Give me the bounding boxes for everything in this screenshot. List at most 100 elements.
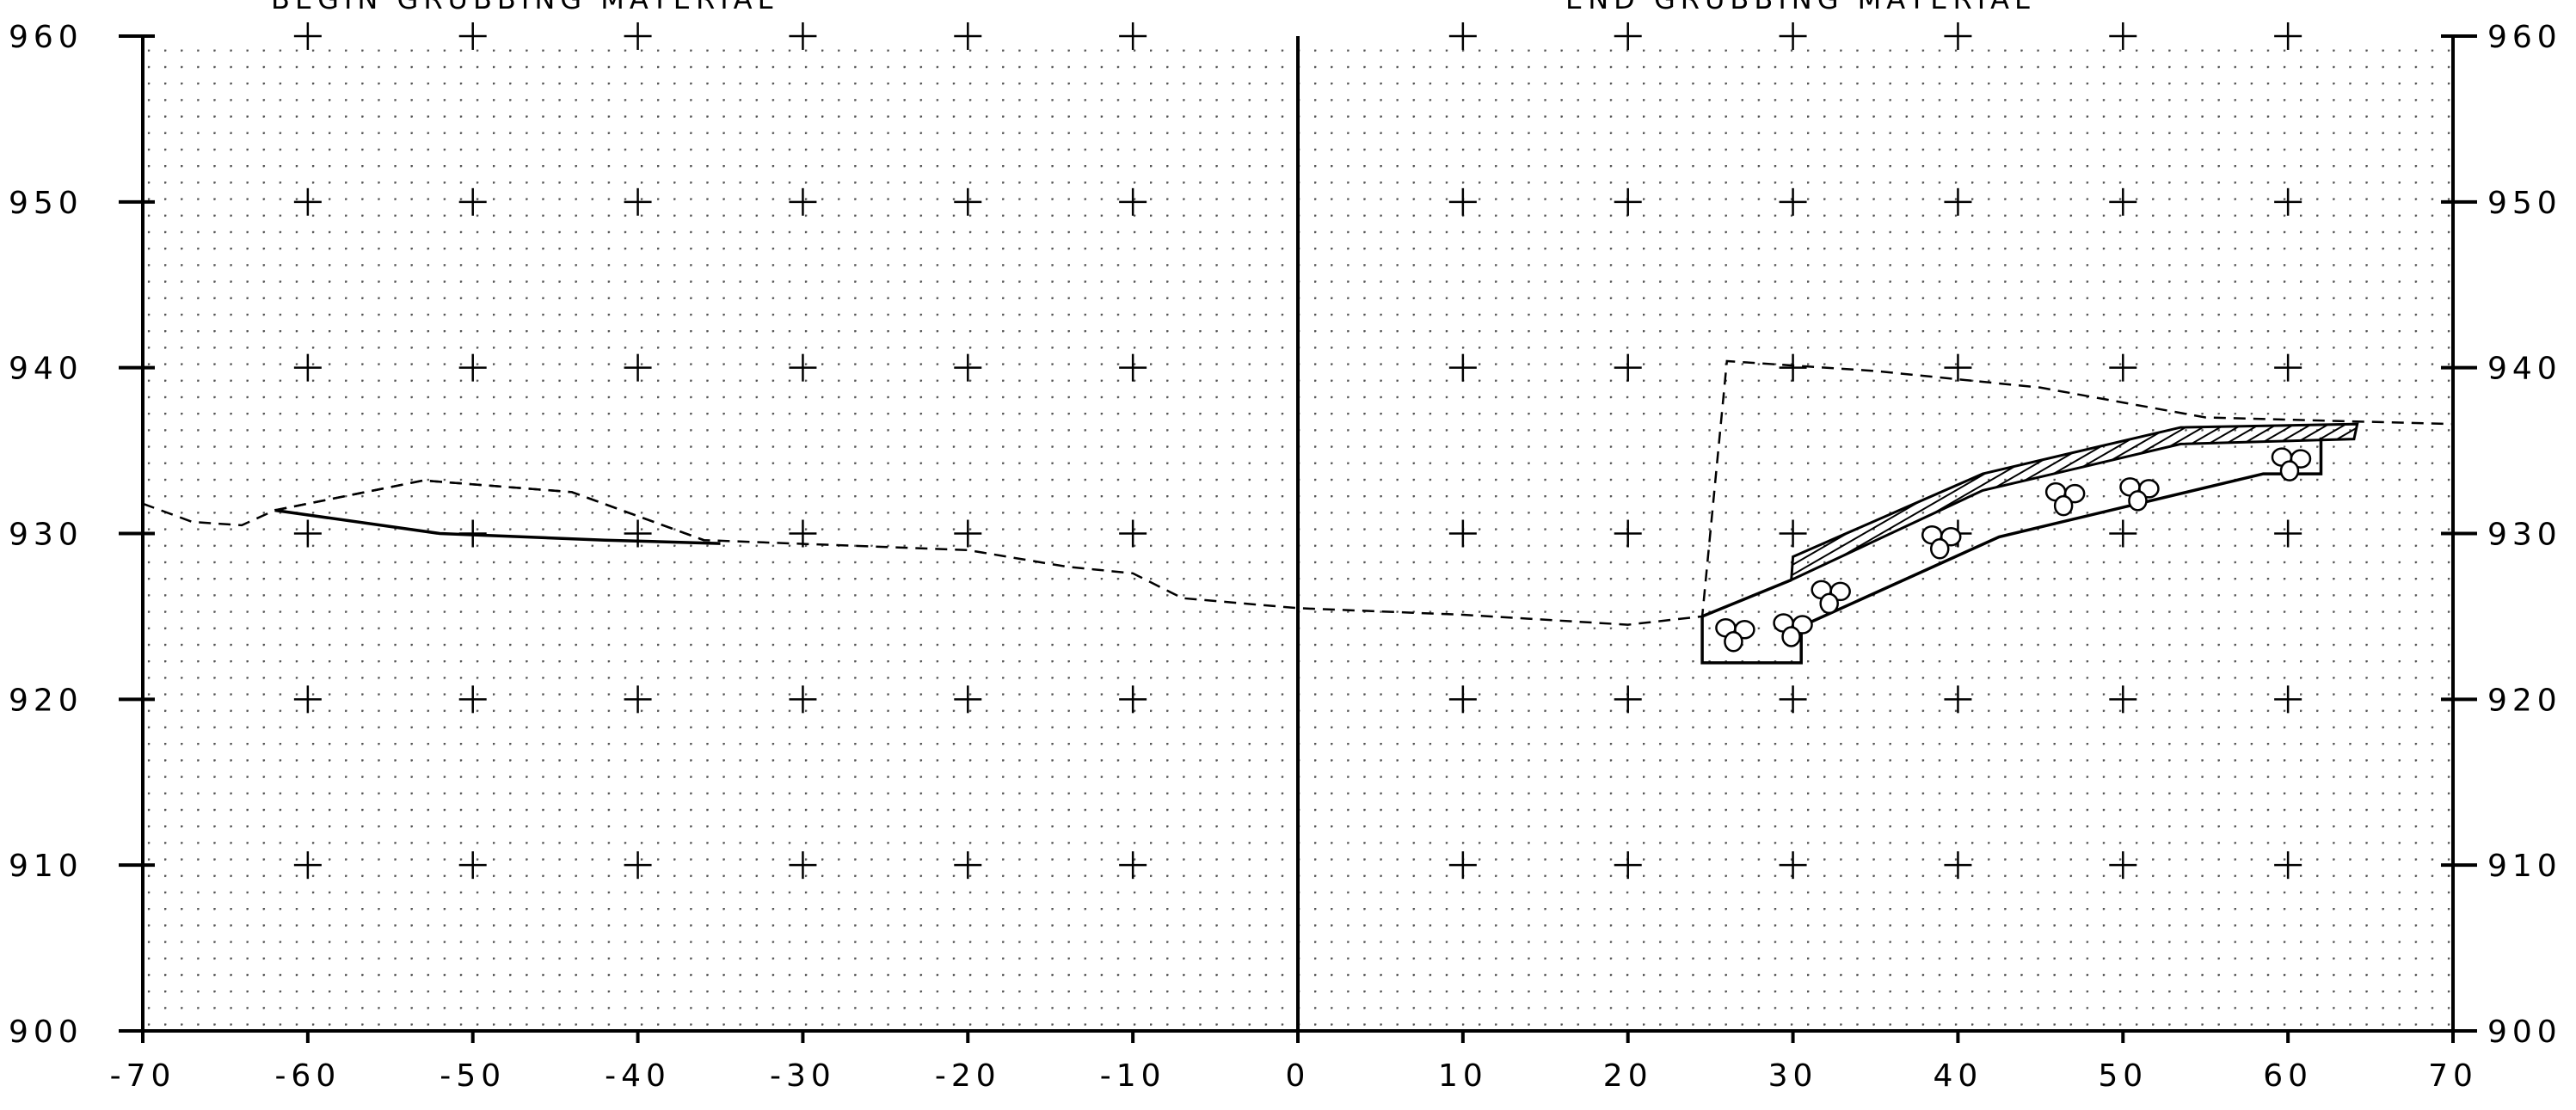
grid-cross [2274,519,2302,548]
riprap-stone-group [2271,447,2312,481]
grid-cross [458,187,487,216]
grid-cross [458,685,487,714]
grid-cross [1448,22,1477,50]
grid-cross [293,851,322,880]
grid-cross [624,519,652,548]
y-tick-label-left: 940 [9,352,83,387]
grid-cross [458,353,487,382]
grid-cross [954,353,982,382]
grid-cross [293,22,322,50]
stripping-lower-line [274,508,721,545]
grid-cross [789,22,817,50]
x-tick-label: -30 [770,1058,836,1094]
grid-cross [1119,519,1147,548]
grid-cross [1448,685,1477,714]
grid-cross [1779,187,1807,216]
y-tick-label-right: 910 [2487,849,2562,884]
grid-cross [789,685,817,714]
grid-cross [1944,22,1972,50]
grid-cross [1614,851,1642,880]
x-tick-label: 60 [2263,1058,2313,1094]
y-tick-label-right: 900 [2487,1015,2562,1050]
riprap-stone-group [1921,525,1962,560]
bedding-layer-hatch [1790,422,2359,582]
grid-cross [2109,353,2137,382]
x-tick-label: -60 [274,1058,341,1094]
riprap-top-line [1701,578,1792,618]
grid-cross [1779,851,1807,880]
grid-cross [1119,187,1147,216]
riprap-bottom-line [1800,437,2323,629]
grid-cross [1119,851,1147,880]
title-left: BEGIN GRUBBING MATERIAL [271,0,778,15]
grid-cross [1448,851,1477,880]
x-tick-label: -50 [440,1058,506,1094]
x-tick-label: 10 [1438,1058,1488,1094]
y-tick-label-right: 960 [2487,20,2562,55]
grid-cross [1614,22,1642,50]
y-tick-label-left: 920 [9,683,83,718]
y-tick-label-left: 900 [9,1015,83,1050]
grid-cross [954,519,982,548]
y-axis-ticks: 960 960 950 950 940 940 930 930 920 920 910 910 900 9… [9,20,2562,1050]
grid-crosses [293,22,2302,880]
x-tick-label: -40 [605,1058,671,1094]
grid-cross [1119,353,1147,382]
grid-cross [1614,685,1642,714]
grid-cross [2274,851,2302,880]
x-tick-label: 40 [1934,1058,1983,1094]
y-tick-label-left: 930 [9,518,83,553]
riprap-stone-group [1773,613,1813,647]
grid-cross [1448,187,1477,216]
grid-cross [954,851,982,880]
grid-cross [1779,685,1807,714]
y-tick-label-right: 920 [2487,683,2562,718]
x-axis-ticks: -70 -60 -50 -40 -30 -20 -10 0 10 20 30 40 50 60 70 [110,1031,2478,1094]
grid-cross [1944,187,1972,216]
grid-cross [624,685,652,714]
grid-cross [1944,851,1972,880]
grid-cross [293,519,322,548]
grid-cross [624,851,652,880]
grid-cross [2274,685,2302,714]
grid-cross [789,187,817,216]
ground-profiles [142,359,2454,626]
grid-cross [1779,22,1807,50]
grid-cross [2274,187,2302,216]
grid-cross [293,187,322,216]
riprap-stone-group [1811,580,1851,615]
x-tick-label: 30 [1768,1058,1818,1094]
grid-cross [1119,22,1147,50]
x-tick-label: 50 [2098,1058,2148,1094]
x-tick-label: 70 [2428,1058,2478,1094]
y-tick-label-right: 930 [2487,518,2562,553]
x-tick-label: -10 [1100,1058,1166,1094]
grid-cross [1448,353,1477,382]
grid-cross [1779,353,1807,382]
grid-cross [624,22,652,50]
riprap-stone-group [1715,618,1755,653]
grid-cross [954,187,982,216]
grid-cross [789,519,817,548]
y-tick-label-left: 910 [9,849,83,884]
grid-cross [789,353,817,382]
x-tick-label: 20 [1603,1058,1653,1094]
grid-cross [954,685,982,714]
grid-cross [2274,353,2302,382]
stripping-upper-line [274,479,704,542]
y-tick-label-left: 960 [9,20,83,55]
grid-cross [1944,685,1972,714]
x-tick-label: -70 [110,1058,176,1094]
grid-cross [624,353,652,382]
grid-cross [624,187,652,216]
grid-cross [2109,187,2137,216]
grid-cross [789,851,817,880]
grid-cross [954,22,982,50]
grid-cross [2109,22,2137,50]
grid-cross [458,851,487,880]
riprap-section [1700,422,2359,665]
riprap-stone-group [2044,481,2086,517]
y-tick-label-left: 950 [9,186,83,221]
x-tick-label: 0 [1286,1058,1311,1094]
grid-cross [458,22,487,50]
